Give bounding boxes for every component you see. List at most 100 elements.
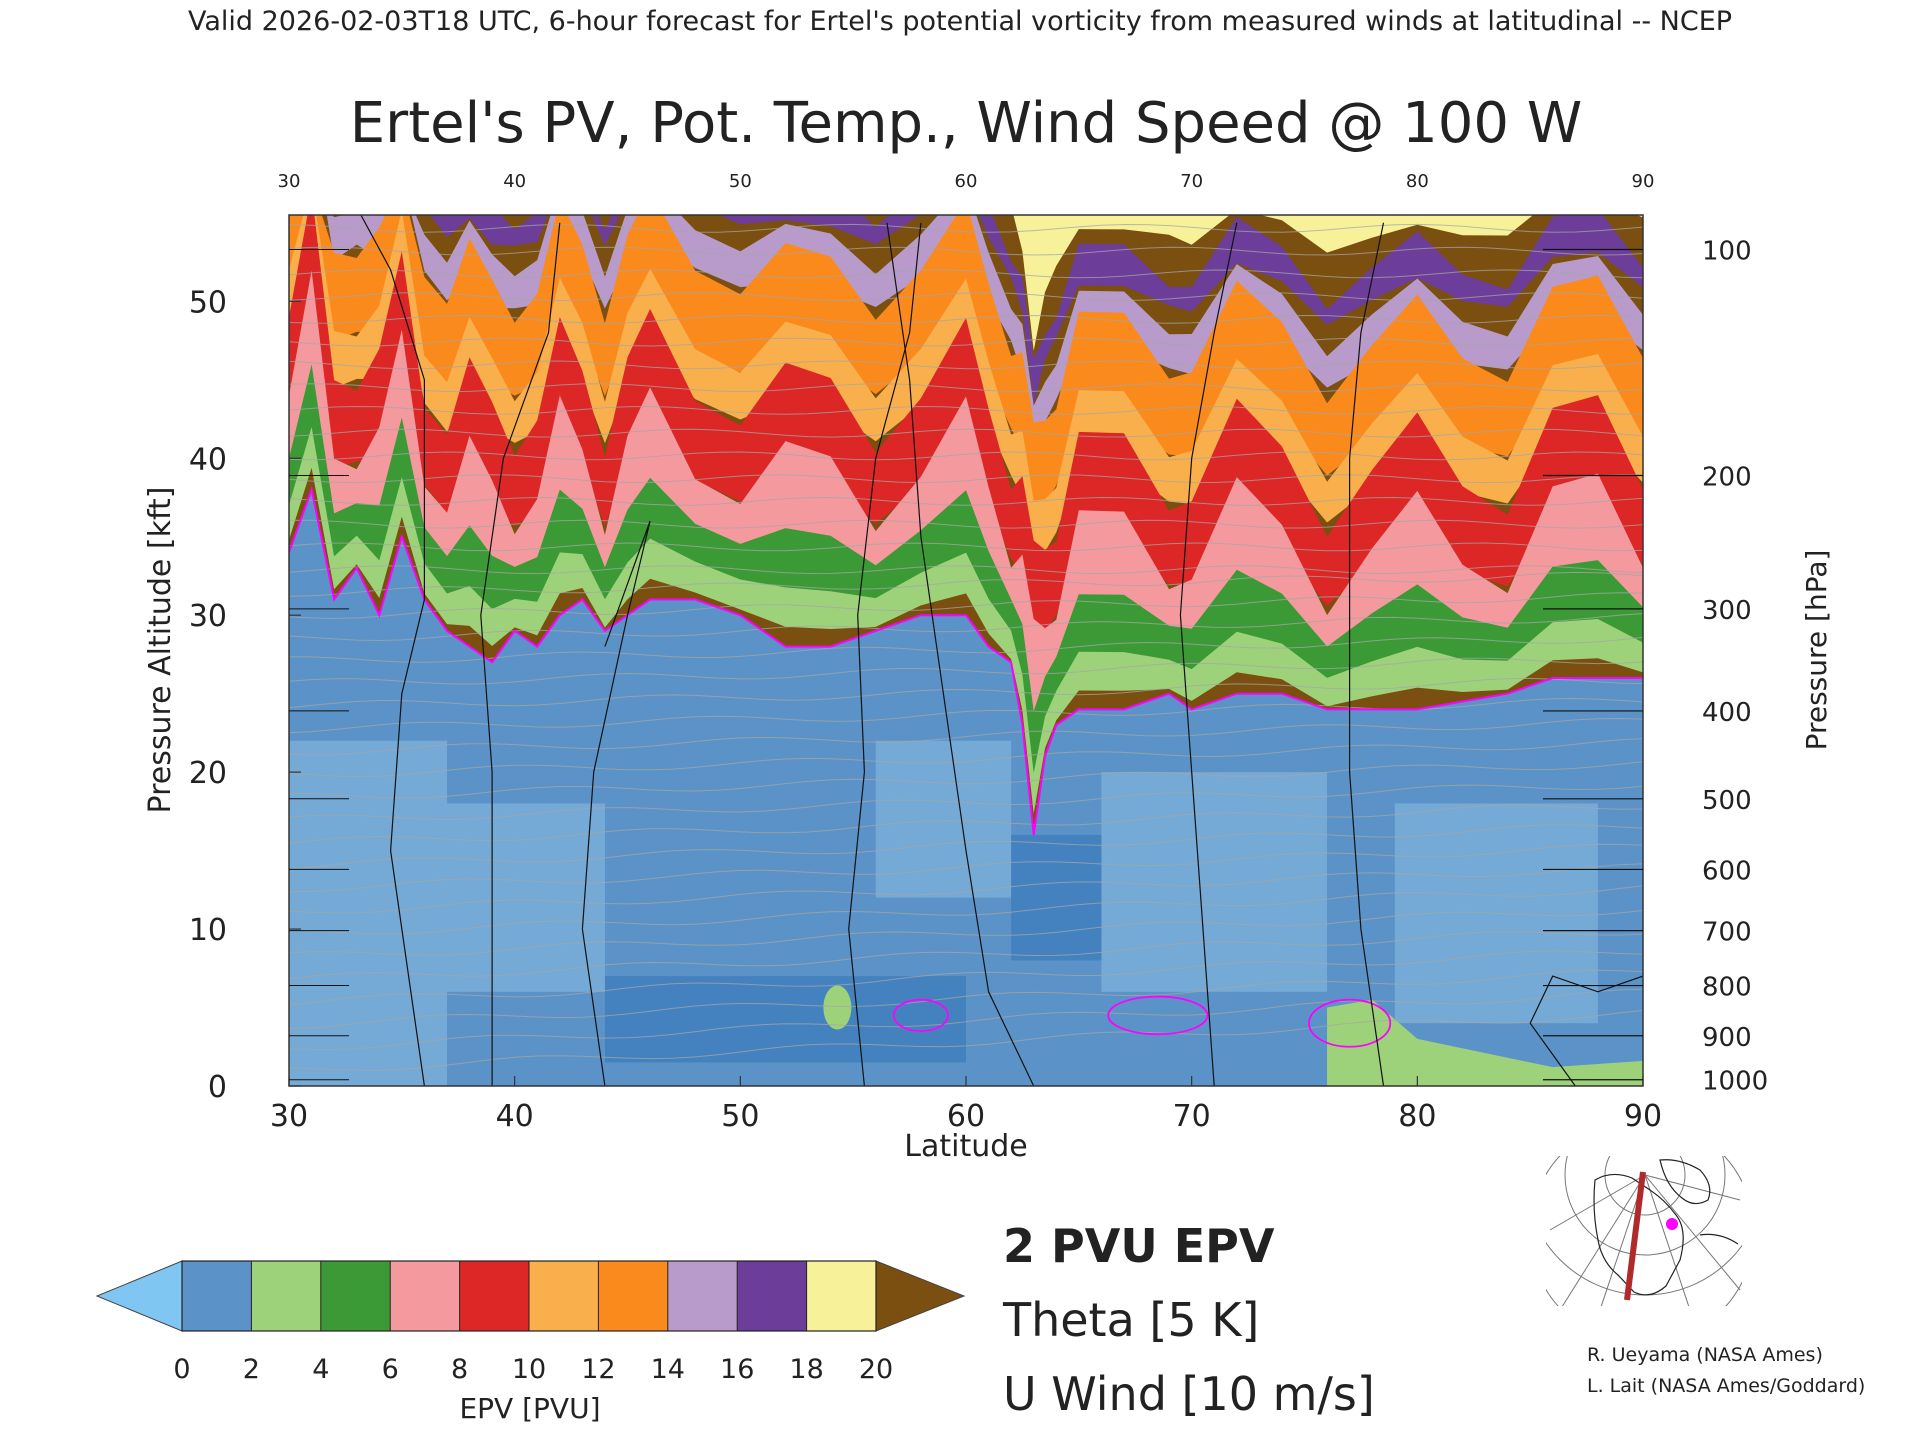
wind-contour	[1179, 222, 1238, 1086]
theta-contour	[289, 451, 1643, 461]
y-axis-label: Pressure Altitude [kft]	[143, 487, 178, 814]
colorbar-segment	[806, 1261, 877, 1331]
theta-contour	[289, 292, 1643, 302]
x-tick-label: 80	[1398, 1099, 1436, 1134]
theta-contour	[289, 657, 1643, 685]
x-axis-label: Latitude	[904, 1129, 1027, 1164]
x-top-tick-label: 60	[955, 171, 978, 192]
x-top-tick-label: 90	[1632, 171, 1655, 192]
colorbar-segment	[251, 1261, 322, 1331]
theta-contour	[289, 428, 1643, 438]
theta-contour	[289, 738, 1643, 778]
pv-surface-patch	[823, 985, 852, 1030]
theta-contour	[289, 519, 1643, 529]
colorbar-segment	[390, 1261, 461, 1331]
credit-line-1: R. Ueyama (NASA Ames)	[1587, 1344, 1823, 1366]
plot-area	[288, 214, 1644, 1087]
y-tick-label: 50	[189, 285, 227, 320]
colorbar-tick-label: 16	[720, 1354, 754, 1385]
colorbar-tick-label: 0	[173, 1354, 190, 1385]
theta-contour	[289, 542, 1643, 552]
colorbar-tick-label: 20	[859, 1354, 893, 1385]
y2-axis-label: Pressure [hPa]	[1800, 550, 1833, 751]
theta-contour	[289, 383, 1643, 393]
theta-contour	[289, 988, 1643, 1051]
x-top-tick-label: 50	[729, 171, 752, 192]
colorbar-segment	[459, 1261, 530, 1331]
theta-contour	[289, 677, 1643, 709]
x-tick-label: 90	[1624, 1099, 1662, 1134]
x-tick-label: 40	[496, 1099, 534, 1134]
colorbar-under-triangle	[95, 1260, 183, 1332]
theta-contour	[289, 636, 1643, 663]
theta-contour	[289, 592, 1643, 620]
colorbar-tick-label: 18	[789, 1354, 823, 1385]
colorbar-segment	[737, 1261, 808, 1331]
header-text: Valid 2026-02-03T18 UTC, 6-hour forecast…	[188, 6, 1732, 37]
globe-icon	[1546, 1156, 1742, 1306]
pv-light-patch	[1101, 772, 1328, 992]
pv-2pvu-loop	[892, 998, 949, 1032]
pressure-tick-label: 900	[1702, 1023, 1752, 1053]
location-dot-icon	[1666, 1218, 1678, 1230]
colorbar-tick-label: 14	[651, 1354, 685, 1385]
colorbar-segment	[667, 1261, 738, 1331]
colorbar-tick-label: 4	[312, 1354, 329, 1385]
colorbar: 0 2 4 6 8 10 12 14 16 18 20	[95, 1260, 966, 1385]
pv-band-18	[1013, 215, 1643, 351]
theta-contour	[289, 246, 1643, 256]
theta-contour	[289, 761, 1643, 799]
colorbar-segment	[598, 1261, 669, 1331]
pressure-tick-label: 400	[1702, 698, 1752, 728]
pv-light-patch	[289, 740, 447, 1086]
x-tick-label: 30	[270, 1099, 308, 1134]
x-top-tick-label: 80	[1406, 171, 1429, 192]
pv-band-12	[289, 215, 1643, 538]
theta-contour	[289, 784, 1643, 821]
colorbar-over-triangle	[875, 1260, 966, 1332]
theta-contour	[289, 931, 1643, 980]
x-top-tick-label: 30	[278, 171, 301, 192]
pressure-tick-label: 1000	[1702, 1067, 1768, 1097]
pressure-tick-label: 600	[1702, 856, 1752, 886]
y-tick-label: 10	[189, 913, 227, 948]
x-tick-label: 70	[1173, 1099, 1211, 1134]
colorbar-tick-label: 6	[382, 1354, 399, 1385]
theta-contour	[289, 565, 1643, 575]
pressure-tick-label: 500	[1702, 786, 1752, 816]
cross-section-line	[1624, 1171, 1646, 1301]
theta-contour	[289, 571, 1643, 597]
legend: 2 PVU EPV Theta [5 K] U Wind [10 m/s]	[1002, 1219, 1375, 1421]
theta-contour	[289, 885, 1643, 935]
colorbar-segment	[529, 1261, 599, 1331]
wind-contour	[581, 520, 651, 1086]
x-tick-label: 50	[721, 1099, 759, 1134]
y-tick-label: 30	[189, 599, 227, 634]
theta-contour	[289, 863, 1643, 914]
tropopause-2pvu-line	[289, 485, 1643, 836]
colorbar-label: EPV [PVU]	[459, 1392, 600, 1425]
colorbar-frame	[181, 1260, 877, 1332]
legend-entry: Theta [5 K]	[1002, 1293, 1259, 1347]
axis-ticks: 3030404050506060707080809090010203040501…	[189, 171, 1768, 1134]
pv-light-patch	[446, 803, 605, 992]
colorbar-tick-label: 10	[512, 1354, 546, 1385]
wind-contour	[1529, 975, 1643, 1086]
legend-entry: U Wind [10 m/s]	[1003, 1367, 1375, 1421]
pressure-tick-label: 700	[1702, 918, 1752, 948]
theta-contour	[289, 1010, 1643, 1071]
wind-contour	[480, 222, 561, 1086]
legend-entry: 2 PVU EPV	[1003, 1219, 1275, 1273]
pv-dark-patch	[1011, 834, 1102, 961]
theta-contour	[289, 804, 1643, 844]
colorbar-segment	[320, 1261, 391, 1331]
wind-contour	[1348, 222, 1385, 1086]
pv-field	[289, 215, 1643, 1086]
theta-contour	[289, 223, 1643, 233]
theta-contour	[289, 405, 1643, 415]
x-top-tick-label: 40	[503, 171, 526, 192]
theta-contour	[289, 314, 1643, 324]
theta-contour	[289, 269, 1643, 279]
theta-contour	[289, 360, 1643, 370]
